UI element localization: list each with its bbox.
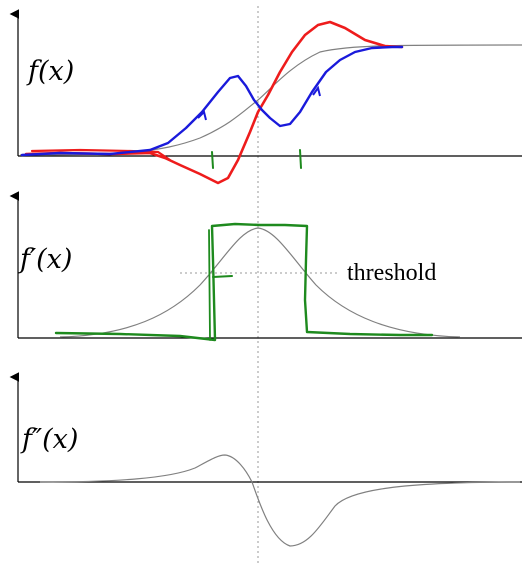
- curve-f-sigmoid: [19, 44, 523, 156]
- annotation-green-box-inner: [208, 229, 211, 341]
- annotation-red-curve: [24, 20, 404, 185]
- label-fdoubleprime: f″(x): [20, 424, 78, 455]
- annotation-green-tick-left: [211, 151, 214, 169]
- curve-fprime-bell: [59, 227, 461, 338]
- annotation-green-tick-right: [299, 149, 302, 169]
- panel-fprime: f′(x) threshold: [9, 191, 522, 342]
- curve-fdoubleprime: [39, 454, 521, 547]
- threshold-label: threshold: [347, 260, 436, 286]
- label-fprime: f′(x): [18, 244, 72, 275]
- annotation-green-tick-mid: [212, 275, 233, 278]
- annotation-blue-curve: [20, 45, 404, 157]
- annotation-blue-arrow1: [197, 110, 207, 121]
- annotation-green-box: [54, 222, 434, 342]
- panel-fdoubleprime: f″(x): [9, 372, 522, 547]
- panel-f: f(x): [9, 9, 523, 185]
- annotation-blue-arrow2: [312, 85, 321, 97]
- label-f: f(x): [26, 56, 74, 87]
